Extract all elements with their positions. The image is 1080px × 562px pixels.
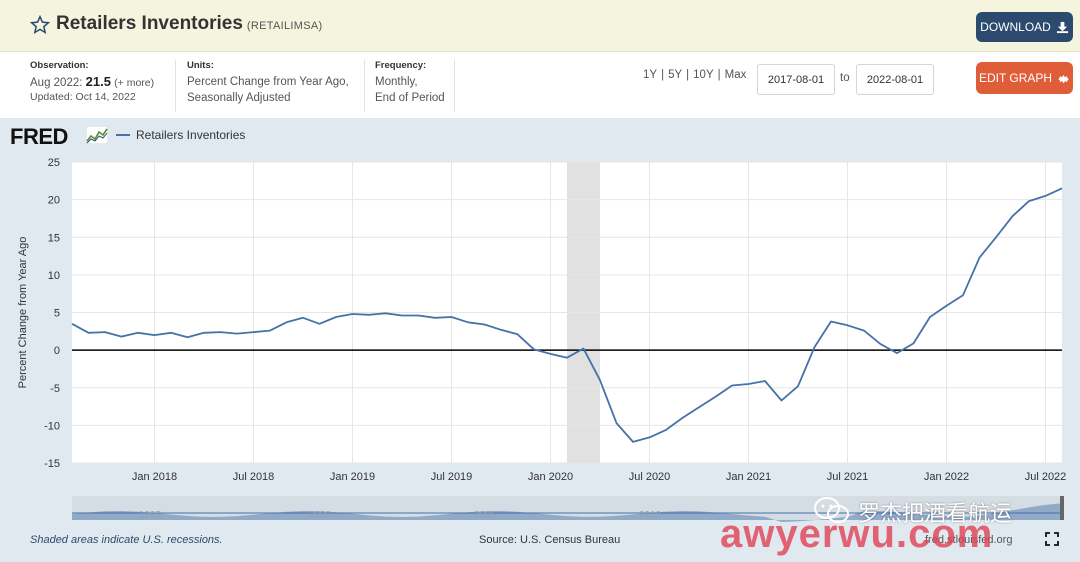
navigator-area xyxy=(72,503,1062,522)
x-tick-label: Jan 2021 xyxy=(726,471,771,483)
navigator-label: 1995 xyxy=(139,510,162,521)
legend-label: Retailers Inventories xyxy=(136,128,246,142)
range-sep: | xyxy=(717,69,721,81)
y-tick-label: -15 xyxy=(44,458,60,470)
range-5y[interactable]: 5Y xyxy=(668,69,683,81)
title-bar: Retailers Inventories (RETAILIMSA) DOWNLO… xyxy=(0,0,1080,52)
y-tick-label: -10 xyxy=(44,420,60,432)
range-1y[interactable]: 1Y xyxy=(643,69,658,81)
navigator-label: 2005 xyxy=(474,510,497,521)
units-line2: Seasonally Adjusted xyxy=(187,92,291,104)
legend: Retailers Inventories xyxy=(116,128,245,142)
series-line[interactable] xyxy=(71,187,1063,443)
observation-label: Observation: xyxy=(30,60,89,71)
y-tick-label: 10 xyxy=(48,270,60,282)
legend-swatch xyxy=(116,134,130,136)
navigator-handle[interactable] xyxy=(1060,496,1064,520)
watermark: 罗杰把酒看航运 awyerwu.com xyxy=(720,490,1078,556)
series-id: (RETAILIMSA) xyxy=(246,20,323,32)
navigator-label: 2010 xyxy=(639,510,662,521)
gear-icon xyxy=(1058,74,1069,83)
end-date-input[interactable]: 2022-08-01 xyxy=(856,64,934,95)
watermark-cn: 罗杰把酒看航运 xyxy=(858,502,1013,527)
range-sep: | xyxy=(661,69,665,81)
y-axis-label: Percent Change from Year Ago xyxy=(17,237,29,389)
start-date-input[interactable]: 2017-08-01 xyxy=(757,64,835,95)
wechat-icon xyxy=(814,497,849,523)
x-tick-label: Jan 2020 xyxy=(528,471,573,483)
star-icon[interactable] xyxy=(30,15,50,35)
units-label: Units: xyxy=(187,60,214,71)
x-tick-label: Jan 2019 xyxy=(330,471,375,483)
download-icon xyxy=(1056,21,1068,33)
updated-date: Updated: Oct 14, 2022 xyxy=(30,91,136,103)
fred-logo-icon xyxy=(86,126,108,144)
y-tick-label: 25 xyxy=(48,157,60,169)
observation-value: 21.5 xyxy=(85,74,111,89)
navigator-label: 2000 xyxy=(309,510,332,521)
y-tick-label: 15 xyxy=(48,232,60,244)
source-link[interactable]: fred.stlouisfed.org xyxy=(925,534,1013,546)
recession-note: Shaded areas indicate U.S. recessions. xyxy=(30,534,223,546)
to-label: to xyxy=(840,72,850,84)
fred-logo: FRED xyxy=(10,124,68,149)
frequency-line2: End of Period xyxy=(375,92,445,104)
y-tick-label: 5 xyxy=(54,308,60,320)
range-selector: 1Y | 5Y | 10Y | Max xyxy=(643,69,746,81)
units-block: Units: Percent Change from Year Ago, Sea… xyxy=(177,60,365,112)
x-tick-label: Jul 2019 xyxy=(431,471,473,483)
range-10y[interactable]: 10Y xyxy=(693,69,714,81)
edit-graph-button[interactable]: EDIT GRAPH xyxy=(976,62,1073,94)
x-tick-label: Jul 2022 xyxy=(1025,471,1067,483)
source-note: Source: U.S. Census Bureau xyxy=(479,534,621,546)
meta-bar: Observation: Aug 2022: 21.5 (+ more) Upd… xyxy=(0,52,1080,118)
frequency-label: Frequency: xyxy=(375,60,427,71)
x-tick-label: Jul 2020 xyxy=(629,471,671,483)
fullscreen-icon[interactable] xyxy=(1045,532,1059,546)
x-tick-label: Jan 2022 xyxy=(924,471,969,483)
y-tick-label: 20 xyxy=(48,195,60,207)
download-label: DOWNLOAD xyxy=(980,20,1051,34)
edit-graph-label: EDIT GRAPH xyxy=(978,71,1053,85)
line-chart[interactable]: 25 20 15 10 5 0 -5 -10 -15 Jan 2018 Jul 2018 Jan 20… xyxy=(0,118,1080,562)
frequency-line1: Monthly, xyxy=(375,76,418,88)
y-tick-label: 0 xyxy=(54,345,60,357)
series-title: Retailers Inventories (RETAILIMSA) xyxy=(56,13,322,35)
series-title-text: Retailers Inventories xyxy=(56,13,243,34)
x-tick-label: Jul 2018 xyxy=(233,471,275,483)
observation-more-link[interactable]: (+ more) xyxy=(114,77,155,89)
download-button[interactable]: DOWNLOAD xyxy=(976,12,1073,42)
frequency-block: Frequency: Monthly, End of Period xyxy=(365,60,455,112)
range-sep: | xyxy=(686,69,690,81)
x-tick-label: Jul 2021 xyxy=(827,471,869,483)
range-max[interactable]: Max xyxy=(724,69,747,81)
x-tick-label: Jan 2018 xyxy=(132,471,177,483)
graph-area: FRED Retailers Inventories 25 20 15 10 5 0 -5 -… xyxy=(0,118,1080,562)
observation-block: Observation: Aug 2022: 21.5 (+ more) Upd… xyxy=(20,60,176,112)
watermark-en: awyerwu.com xyxy=(720,512,994,556)
observation-line: Aug 2022: 21.5 (+ more) xyxy=(30,74,175,91)
units-line1: Percent Change from Year Ago, xyxy=(187,76,349,88)
observation-period: Aug 2022: xyxy=(30,77,83,89)
y-tick-label: -5 xyxy=(50,383,60,395)
